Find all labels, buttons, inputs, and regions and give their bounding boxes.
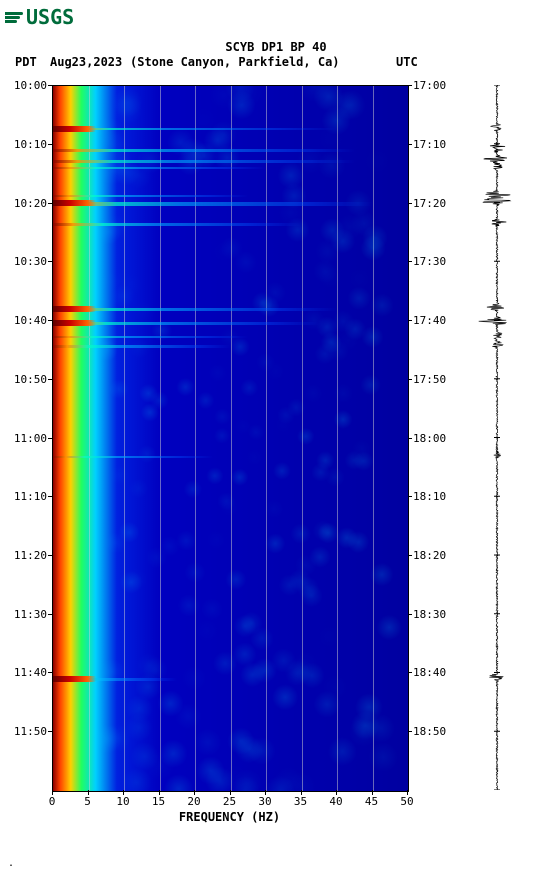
footer-mark: .: [8, 858, 14, 869]
y-tick-right: 18:50: [413, 725, 446, 738]
chart-title: SCYB DP1 BP 40: [0, 40, 552, 54]
x-axis-label: FREQUENCY (HZ): [52, 810, 407, 824]
x-tick: 25: [223, 795, 236, 808]
y-tick-left: 10:50: [2, 373, 47, 386]
x-tick: 35: [294, 795, 307, 808]
y-tick-right: 18:00: [413, 432, 446, 445]
y-tick-left: 10:40: [2, 314, 47, 327]
logo-text: USGS: [26, 5, 74, 29]
y-tick-right: 17:10: [413, 138, 446, 151]
seismogram-trace: [465, 85, 530, 790]
y-tick-left: 10:20: [2, 197, 47, 210]
x-tick: 20: [187, 795, 200, 808]
y-tick-right: 18:30: [413, 608, 446, 621]
y-tick-left: 10:00: [2, 79, 47, 92]
y-tick-right: 18:40: [413, 666, 446, 679]
x-tick: 50: [400, 795, 413, 808]
y-tick-left: 11:30: [2, 608, 47, 621]
x-tick: 15: [152, 795, 165, 808]
x-tick: 0: [49, 795, 56, 808]
y-tick-right: 17:20: [413, 197, 446, 210]
y-tick-left: 10:30: [2, 255, 47, 268]
wave-icon: [5, 12, 23, 23]
x-tick: 30: [258, 795, 271, 808]
y-tick-right: 17:40: [413, 314, 446, 327]
utc-label: UTC: [396, 55, 418, 69]
date-label: Aug23,2023: [50, 55, 122, 69]
y-tick-left: 11:10: [2, 490, 47, 503]
y-tick-left: 11:20: [2, 549, 47, 562]
x-tick: 45: [365, 795, 378, 808]
spectrogram-canvas: [53, 86, 408, 791]
y-tick-left: 10:10: [2, 138, 47, 151]
y-tick-right: 18:10: [413, 490, 446, 503]
usgs-logo: USGS: [5, 5, 74, 29]
spectrogram-plot: [52, 85, 409, 792]
y-tick-right: 17:30: [413, 255, 446, 268]
pdt-label: PDT: [15, 55, 37, 69]
y-tick-left: 11:50: [2, 725, 47, 738]
y-tick-left: 11:00: [2, 432, 47, 445]
x-tick: 10: [116, 795, 129, 808]
x-tick: 40: [329, 795, 342, 808]
y-tick-right: 18:20: [413, 549, 446, 562]
y-tick-left: 11:40: [2, 666, 47, 679]
x-tick: 5: [84, 795, 91, 808]
y-tick-right: 17:00: [413, 79, 446, 92]
y-tick-right: 17:50: [413, 373, 446, 386]
location-label: (Stone Canyon, Parkfield, Ca): [130, 55, 340, 69]
